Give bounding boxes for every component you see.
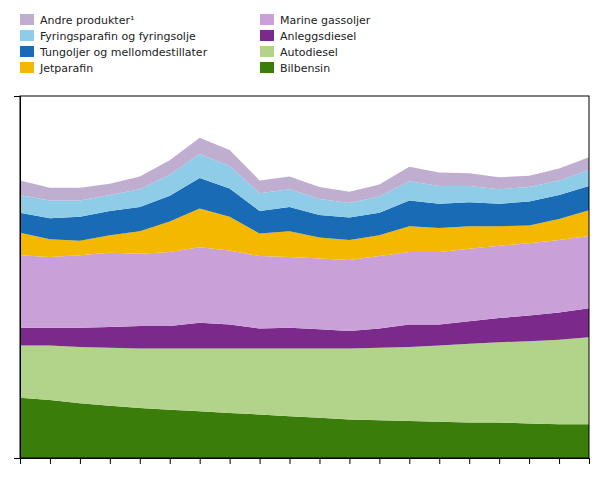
x-tick-mark <box>379 458 380 464</box>
x-tick <box>559 458 560 464</box>
legend-swatch <box>20 46 34 57</box>
x-tick <box>409 458 410 464</box>
x-tick-mark <box>200 458 201 464</box>
legend-item: Andre produkter¹ <box>20 14 134 27</box>
legend-item: Anleggsdiesel <box>260 30 356 43</box>
x-tick-mark <box>529 458 530 464</box>
x-tick <box>170 458 171 464</box>
x-tick <box>140 458 141 464</box>
legend-item: Marine gassoljer <box>260 14 371 27</box>
x-tick-mark <box>80 458 81 464</box>
legend-label: Jetparafin <box>39 62 93 75</box>
x-tick <box>349 458 350 464</box>
legend-swatch <box>20 62 34 73</box>
x-tick <box>80 458 81 464</box>
x-tick <box>200 458 201 464</box>
x-tick <box>319 458 320 464</box>
legend-item: Fyringsparafin og fyringsolje <box>20 30 196 43</box>
x-tick <box>439 458 440 464</box>
x-tick <box>499 458 500 464</box>
legend-label: Autodiesel <box>280 46 338 59</box>
x-axis-line <box>21 459 590 465</box>
legend-swatch <box>260 62 274 73</box>
legend-label: Marine gassoljer <box>280 14 371 27</box>
x-tick <box>379 458 380 464</box>
legend-swatch <box>20 14 34 25</box>
x-tick <box>529 458 530 464</box>
x-tick <box>260 458 261 464</box>
legend-label: Fyringsparafin og fyringsolje <box>40 30 196 43</box>
x-tick <box>589 458 590 464</box>
x-tick <box>469 458 470 464</box>
x-tick-mark <box>499 458 500 464</box>
x-tick-mark <box>260 458 261 464</box>
legend-label: Andre produkter¹ <box>40 14 134 27</box>
x-tick-mark <box>559 458 560 464</box>
legend-item: Bilbensin <box>260 62 330 75</box>
legend-swatch <box>260 14 274 25</box>
x-tick-mark <box>50 458 51 464</box>
x-tick <box>230 458 231 464</box>
chart: Andre produkter¹ Fyringsparafin og fyring… <box>0 0 609 488</box>
x-tick-mark <box>290 458 291 464</box>
legend-swatch <box>260 46 274 57</box>
legend-label: Bilbensin <box>280 62 330 75</box>
legend-item: Jetparafin <box>20 62 93 75</box>
x-tick-mark <box>140 458 141 464</box>
x-tick-mark <box>170 458 171 464</box>
area-layer <box>20 138 589 203</box>
legend-label: Tungoljer og mellomdestillater <box>39 46 208 59</box>
plot <box>14 96 590 464</box>
legend-swatch <box>260 30 274 41</box>
legend-item: Tungoljer og mellomdestillater <box>20 46 208 59</box>
x-tick <box>290 458 291 464</box>
x-tick-mark <box>349 458 350 464</box>
x-tick-mark <box>230 458 231 464</box>
legend-item: Autodiesel <box>260 46 338 59</box>
area-layer <box>20 337 589 424</box>
x-tick-mark <box>589 458 590 464</box>
x-tick-mark <box>409 458 410 464</box>
x-tick-mark <box>110 458 111 464</box>
x-tick <box>50 458 51 464</box>
x-tick <box>110 458 111 464</box>
legend-swatch <box>20 30 34 41</box>
x-tick-mark <box>469 458 470 464</box>
x-tick-mark <box>439 458 440 464</box>
x-axis <box>21 458 590 464</box>
areas <box>20 138 589 458</box>
legend: Andre produkter¹ Fyringsparafin og fyring… <box>20 14 371 75</box>
plot-frame <box>20 96 589 458</box>
legend-label: Anleggsdiesel <box>280 30 356 43</box>
x-tick-mark <box>319 458 320 464</box>
